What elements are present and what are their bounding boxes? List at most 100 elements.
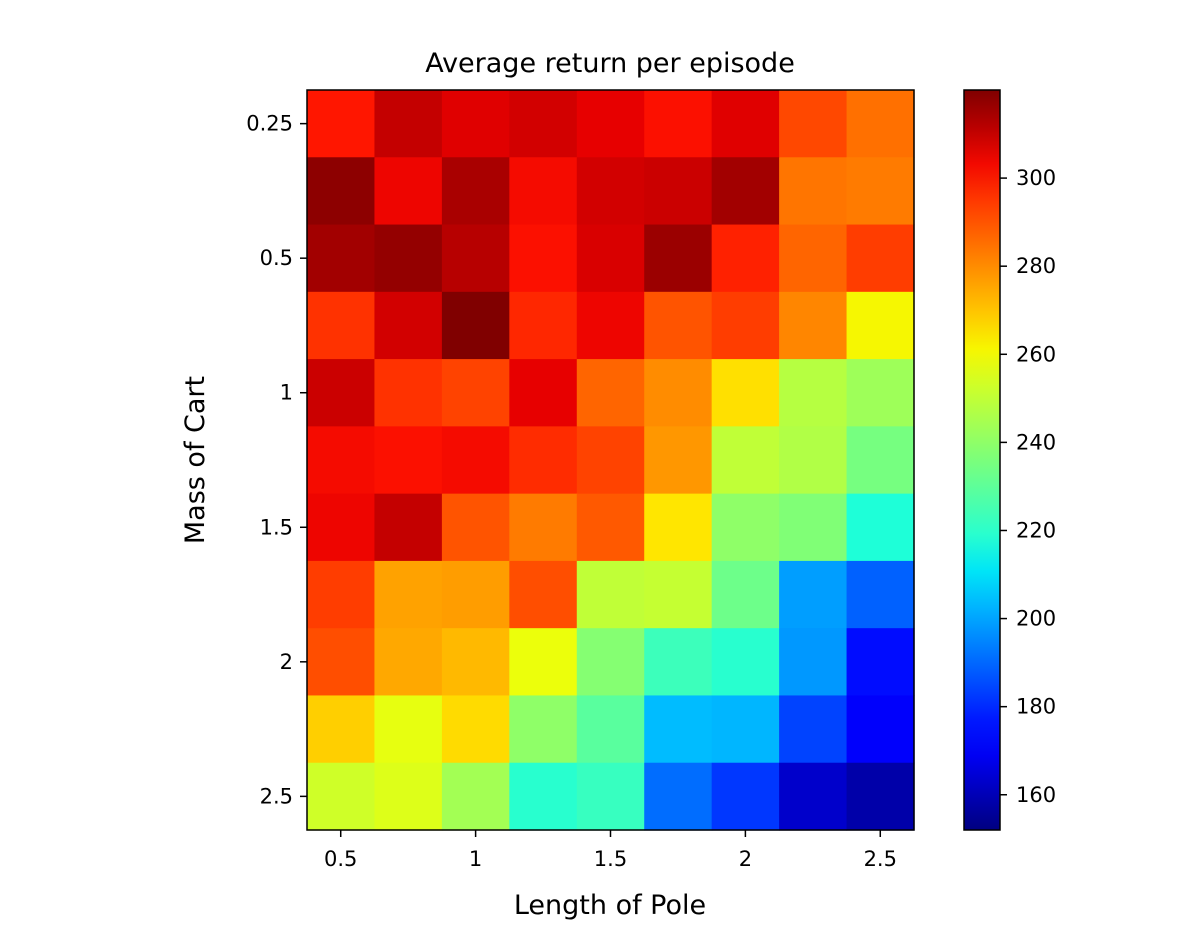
heatmap-cell xyxy=(644,695,713,764)
heatmap-cell xyxy=(711,560,780,629)
heatmap-cell xyxy=(576,695,645,764)
y-tick-label: 2 xyxy=(280,650,293,674)
heatmap-cell xyxy=(711,90,780,158)
heatmap-cell xyxy=(644,291,713,360)
heatmap-cell xyxy=(779,90,848,158)
heatmap-cell xyxy=(846,560,915,629)
heatmap-cell xyxy=(441,628,510,697)
chart-title: Average return per episode xyxy=(425,48,795,79)
heatmap-cell xyxy=(576,359,645,427)
heatmap-cell xyxy=(441,762,510,831)
heatmap-cell xyxy=(576,628,645,697)
colorbar-tick-label: 160 xyxy=(1016,783,1056,807)
heatmap-cell xyxy=(374,157,443,226)
colorbar-tick-label: 280 xyxy=(1016,254,1056,278)
heatmap-cell xyxy=(307,224,376,293)
x-tick-label: 1.5 xyxy=(594,847,627,871)
colorbar-tick-label: 240 xyxy=(1016,430,1056,454)
heatmap-cell xyxy=(644,224,713,293)
heatmap-cell xyxy=(711,493,780,562)
heatmap-cell xyxy=(711,157,780,226)
heatmap-cell xyxy=(779,291,848,360)
heatmap-cell xyxy=(779,762,848,831)
heatmap-cell xyxy=(374,762,443,831)
heatmap-cell xyxy=(846,762,915,831)
colorbar-ticks: 160 180 200 220 240 260 280 300 xyxy=(1000,166,1056,807)
heatmap-cell xyxy=(374,695,443,764)
y-tick-label: 0.5 xyxy=(260,246,293,270)
heatmap-cell xyxy=(374,493,443,562)
heatmap-cell xyxy=(644,359,713,427)
heatmap-cell xyxy=(846,628,915,697)
heatmap-cell xyxy=(846,224,915,293)
x-tick-label: 1 xyxy=(469,847,482,871)
y-tick-label: 2.5 xyxy=(260,784,293,808)
heatmap-cell xyxy=(441,90,510,158)
heatmap-cell xyxy=(846,359,915,427)
heatmap-cell xyxy=(509,695,578,764)
heatmap-cell xyxy=(307,493,376,562)
colorbar-tick-label: 220 xyxy=(1016,518,1056,542)
heatmap-cell xyxy=(644,762,713,831)
heatmap-cell xyxy=(644,493,713,562)
heatmap-cell xyxy=(779,359,848,427)
heatmap-cell xyxy=(441,291,510,360)
heatmap-cell xyxy=(441,359,510,427)
heatmap-cell xyxy=(779,157,848,226)
heatmap-cell xyxy=(509,157,578,226)
heatmap-cell xyxy=(846,695,915,764)
heatmap-cell xyxy=(374,560,443,629)
heatmap-cell xyxy=(576,157,645,226)
heatmap-cell xyxy=(509,426,578,495)
y-tick-label: 0.25 xyxy=(246,112,293,136)
heatmap-cell xyxy=(307,762,376,831)
heatmap-cell xyxy=(307,291,376,360)
heatmap-cell xyxy=(374,359,443,427)
heatmap-cell xyxy=(441,157,510,226)
heatmap-cell xyxy=(374,628,443,697)
heatmap-cell xyxy=(711,628,780,697)
heatmap-cell xyxy=(509,359,578,427)
heatmap-cell xyxy=(644,157,713,226)
heatmap-cell xyxy=(779,493,848,562)
x-tick-label: 2 xyxy=(739,847,752,871)
heatmap-cell xyxy=(374,426,443,495)
heatmap-cell xyxy=(711,695,780,764)
heatmap-cells xyxy=(307,90,915,831)
heatmap-cell xyxy=(644,90,713,158)
heatmap-cell xyxy=(441,493,510,562)
heatmap-cell xyxy=(779,628,848,697)
colorbar-tick-label: 300 xyxy=(1016,166,1056,190)
heatmap-cell xyxy=(576,291,645,360)
heatmap-cell xyxy=(779,695,848,764)
x-axis-label: Length of Pole xyxy=(514,890,706,921)
heatmap-cell xyxy=(779,560,848,629)
heatmap-cell xyxy=(307,695,376,764)
heatmap-cell xyxy=(846,90,915,158)
heatmap-cell xyxy=(307,90,376,158)
heatmap-cell xyxy=(644,628,713,697)
heatmap-cell xyxy=(846,426,915,495)
heatmap-cell xyxy=(846,493,915,562)
heatmap-cell xyxy=(509,291,578,360)
heatmap-cell xyxy=(576,90,645,158)
heatmap-cell xyxy=(779,426,848,495)
heatmap-cell xyxy=(509,762,578,831)
y-axis-label: Mass of Cart xyxy=(180,376,211,544)
heatmap-cell xyxy=(307,359,376,427)
heatmap-cell xyxy=(509,224,578,293)
heatmap-cell xyxy=(374,90,443,158)
heatmap-cell xyxy=(711,224,780,293)
heatmap-cell xyxy=(711,291,780,360)
heatmap-cell xyxy=(576,762,645,831)
heatmap-cell xyxy=(509,90,578,158)
heatmap-cell xyxy=(307,628,376,697)
x-tick-label: 2.5 xyxy=(864,847,897,871)
heatmap-cell xyxy=(779,224,848,293)
heatmap-cell xyxy=(846,291,915,360)
heatmap-cell xyxy=(509,560,578,629)
colorbar-tick-label: 260 xyxy=(1016,342,1056,366)
heatmap-cell xyxy=(644,560,713,629)
heatmap-cell xyxy=(307,157,376,226)
